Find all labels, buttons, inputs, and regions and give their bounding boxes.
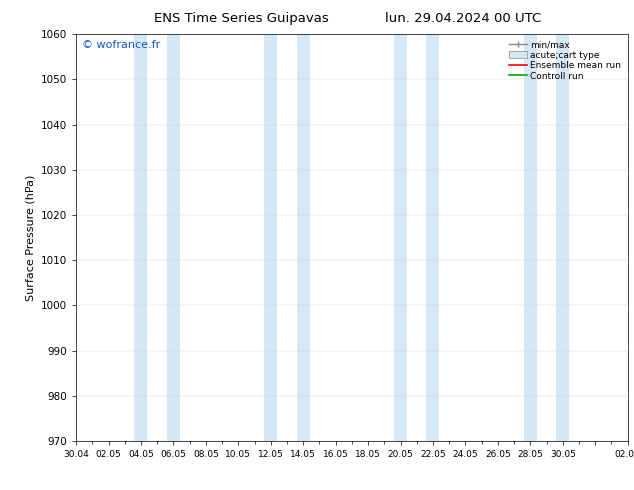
Bar	[524, 34, 537, 441]
Text: ENS Time Series Guipavas: ENS Time Series Guipavas	[153, 12, 328, 25]
Bar	[264, 34, 277, 441]
Bar	[556, 34, 569, 441]
Text: lun. 29.04.2024 00 UTC: lun. 29.04.2024 00 UTC	[385, 12, 541, 25]
Legend: min/max, acute;cart type, Ensemble mean run, Controll run: min/max, acute;cart type, Ensemble mean …	[507, 39, 623, 82]
Text: © wofrance.fr: © wofrance.fr	[82, 40, 160, 50]
Bar	[134, 34, 148, 441]
Bar	[427, 34, 439, 441]
Y-axis label: Surface Pressure (hPa): Surface Pressure (hPa)	[25, 174, 36, 301]
Bar	[297, 34, 309, 441]
Bar	[394, 34, 407, 441]
Bar	[167, 34, 180, 441]
